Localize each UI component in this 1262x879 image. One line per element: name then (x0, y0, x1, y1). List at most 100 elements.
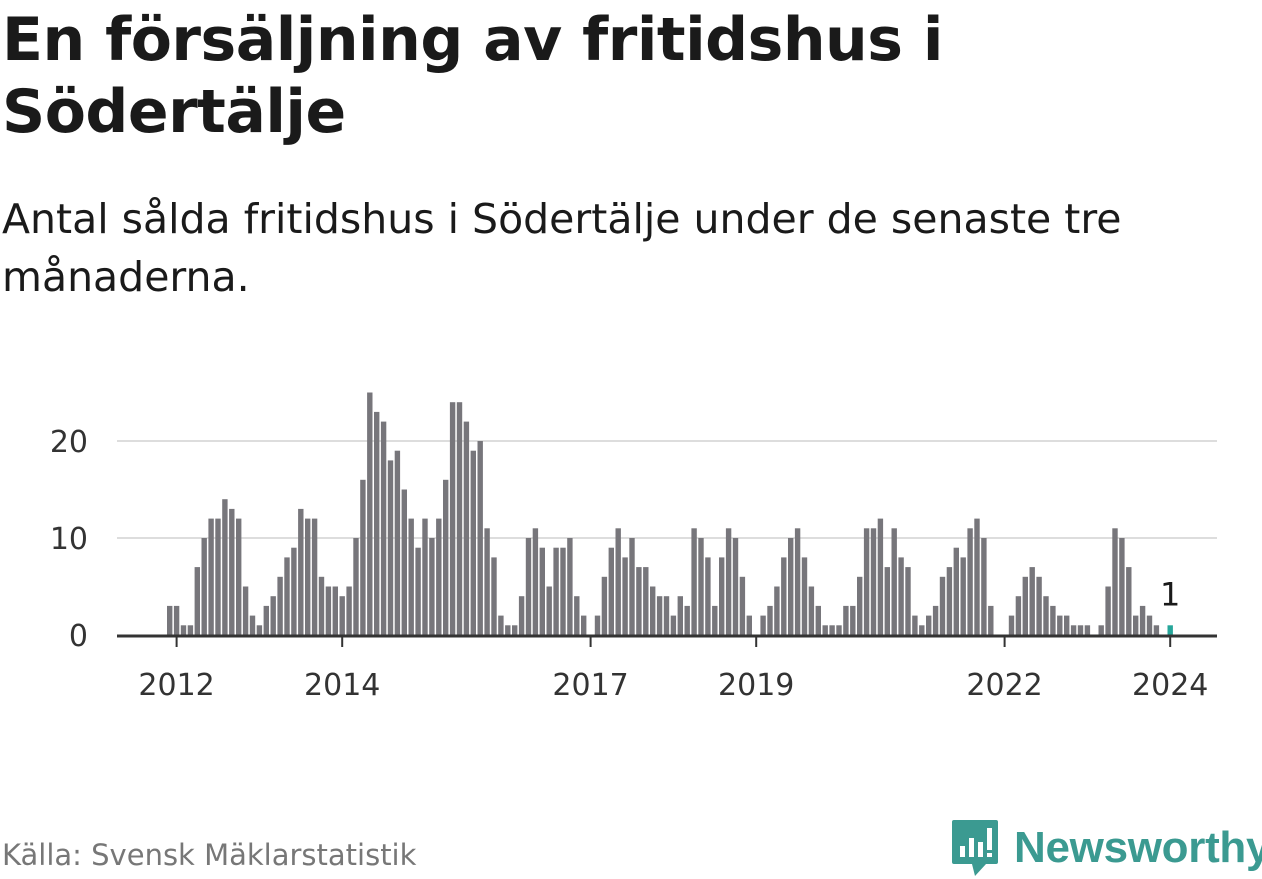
bar (967, 528, 973, 635)
highlight-bar (1167, 625, 1173, 635)
bar (305, 518, 311, 635)
bar (574, 596, 580, 635)
bar-chart: 0 10 20 2012 2014 2017 2019 2022 2024 1 (50, 392, 1217, 703)
bar (173, 605, 180, 635)
bar (532, 528, 539, 635)
bar (518, 596, 525, 635)
bar (684, 605, 690, 635)
bar (788, 538, 794, 635)
bar (222, 499, 228, 635)
bar (1153, 625, 1160, 635)
bar (270, 596, 276, 635)
y-tick-label: 20 (50, 425, 88, 460)
bar (546, 586, 552, 635)
source-note: Källa: Svensk Mäklarstatistik (2, 838, 417, 872)
bar (539, 547, 545, 635)
bar (525, 538, 532, 635)
bar (953, 547, 959, 635)
bar (629, 538, 635, 635)
bar (1015, 596, 1022, 635)
bar (1098, 625, 1104, 635)
bar (263, 605, 269, 635)
bar (960, 557, 966, 635)
bar (719, 557, 725, 635)
bar (208, 518, 214, 635)
bar (946, 567, 953, 635)
bar (394, 450, 401, 635)
bar (484, 528, 490, 635)
bar (622, 557, 628, 635)
chart-title: En försäljning av fritidshus i Södertälj… (2, 5, 943, 147)
bar (857, 576, 863, 635)
x-tick-label: 2022 (966, 668, 1042, 703)
bar (877, 518, 884, 635)
bar (449, 402, 456, 635)
bar (194, 567, 200, 635)
bar (1043, 596, 1049, 635)
bar (353, 538, 359, 635)
bar (387, 460, 394, 635)
bar (1064, 615, 1070, 635)
bar (739, 576, 746, 635)
x-tick-label: 2017 (552, 668, 628, 703)
bar (560, 547, 566, 635)
bar (863, 528, 870, 635)
bar (932, 605, 939, 635)
bar (477, 441, 483, 635)
bar (1105, 586, 1111, 635)
bar (325, 586, 332, 635)
bar (512, 625, 518, 635)
bar (332, 586, 338, 635)
bar (1146, 615, 1153, 635)
bar (643, 567, 649, 635)
bar (346, 586, 352, 635)
bar (905, 567, 911, 635)
bar (601, 576, 608, 635)
bar (408, 518, 414, 635)
bar (553, 547, 559, 635)
x-tick-label: 2024 (1132, 668, 1208, 703)
bar (236, 518, 242, 635)
bar (725, 528, 732, 635)
bar-chart-logo-icon (952, 820, 998, 876)
bar (912, 615, 918, 635)
bar (594, 615, 601, 635)
bar (760, 615, 766, 635)
bar (808, 586, 815, 635)
bar (746, 615, 752, 635)
bar (815, 605, 821, 635)
bar (670, 615, 677, 635)
bar (608, 547, 614, 635)
bar (443, 479, 449, 635)
highlight-value-label: 1 (1160, 575, 1180, 613)
x-tick-label: 2019 (718, 668, 794, 703)
bar (311, 518, 318, 635)
bar (491, 557, 497, 635)
bar (318, 576, 325, 635)
bar (663, 596, 670, 635)
bar (415, 547, 421, 635)
x-tick-label: 2012 (138, 668, 214, 703)
bar (249, 615, 256, 635)
bar (705, 557, 711, 635)
newsworthy-logo[interactable]: Newsworthy (950, 818, 1262, 878)
bar (215, 518, 221, 635)
bar (774, 586, 780, 635)
y-tick-label: 0 (69, 619, 88, 654)
bar (436, 518, 442, 635)
bar (822, 625, 828, 635)
bar (801, 557, 808, 635)
bar (180, 625, 187, 635)
bar (939, 576, 946, 635)
bar (656, 596, 663, 635)
bar (1119, 538, 1125, 635)
bar (919, 625, 925, 635)
bar (891, 528, 897, 635)
bar (1070, 625, 1077, 635)
bar (898, 557, 904, 635)
bar (1008, 615, 1015, 635)
bar (291, 547, 297, 635)
bar (794, 528, 801, 635)
bar (277, 576, 283, 635)
bar (636, 567, 642, 635)
